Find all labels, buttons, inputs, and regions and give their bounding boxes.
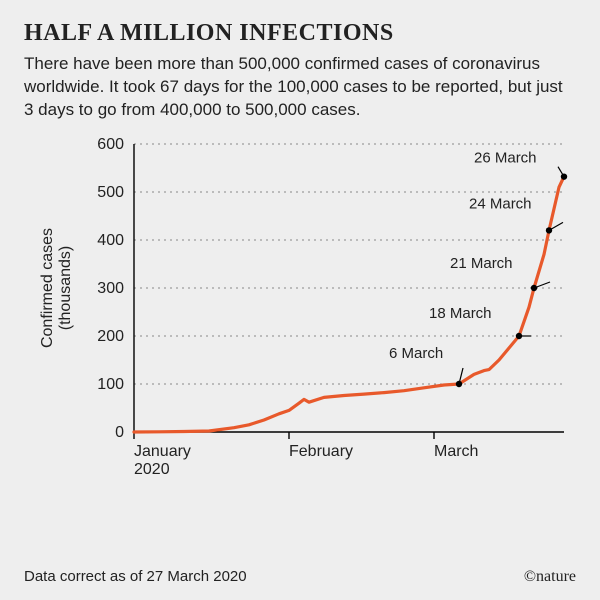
y-axis-label: Confirmed cases(thousands)	[39, 228, 74, 348]
y-tick-label: 600	[97, 136, 124, 153]
annotation-label: 26 March	[474, 149, 537, 166]
y-tick-label: 100	[97, 376, 124, 393]
annotation-marker	[546, 227, 552, 233]
annotation-marker	[531, 285, 537, 291]
x-tick-label: February	[289, 443, 353, 460]
annotation-marker	[561, 173, 567, 179]
annotation-label: 6 March	[389, 345, 443, 362]
y-tick-label: 200	[97, 328, 124, 345]
annotation-label: 21 March	[450, 255, 513, 272]
x-tick-label: January2020	[134, 443, 191, 478]
annotation-label: 24 March	[469, 195, 532, 212]
chart-svg: 0 100 200 300 400 500 600 Confirmed cases(thous…	[24, 132, 576, 492]
chart-subtitle: There have been more than 500,000 confir…	[24, 53, 576, 122]
data-line	[134, 176, 564, 431]
y-tick-label: 400	[97, 232, 124, 249]
y-tick-label: 0	[115, 424, 124, 441]
line-chart: 0 100 200 300 400 500 600 Confirmed cases(thous…	[24, 132, 576, 492]
annotation-marker	[516, 333, 522, 339]
y-tick-label: 300	[97, 280, 124, 297]
credit-label: ©nature	[524, 568, 576, 586]
y-tick-label: 500	[97, 184, 124, 201]
chart-title: HALF A MILLION INFECTIONS	[24, 20, 576, 47]
x-tick-label: March	[434, 443, 478, 460]
footer-note: Data correct as of 27 March 2020	[24, 568, 247, 585]
annotation-label: 18 March	[429, 305, 492, 322]
annotation-marker	[456, 381, 462, 387]
